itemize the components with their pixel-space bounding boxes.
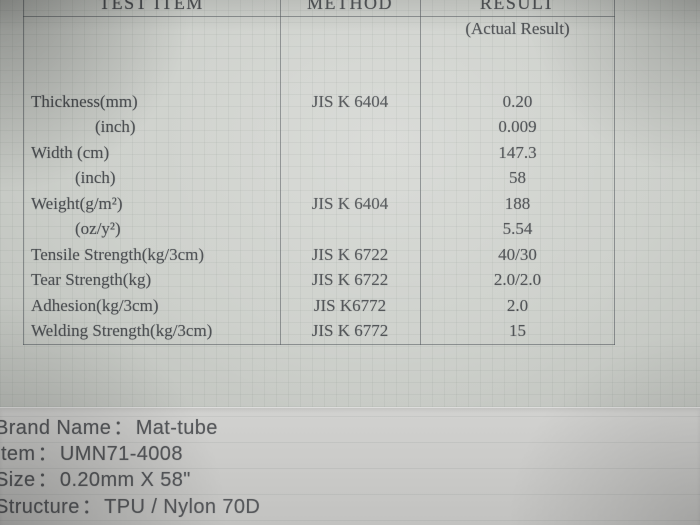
result-value: 5.54 [502, 219, 533, 239]
method-value: JIS K 6404 [311, 91, 389, 111]
header-result: RESULT [479, 0, 556, 13]
footer-value: TPU / Nylon 70D [104, 495, 261, 518]
footer-value: UMN71-4008 [59, 443, 183, 466]
footer-separator: ： [37, 443, 58, 466]
footer-line-brand-name: Brand Name： Mat-tube [0, 415, 700, 441]
result-value: 2.0 [506, 295, 529, 315]
table-row: Tear Strength(kg) JIS K 6722 2.0/2.0 [23, 268, 615, 294]
table-divider-method [280, 0, 281, 345]
table-row: Tensile Strength(kg/3cm) JIS K 6722 40/3… [23, 242, 615, 268]
table-border-bottom [23, 344, 615, 345]
test-item-label: Weight(g/m²) [31, 193, 123, 213]
footer-line-structure: Structure： TPU / Nylon 70D [0, 494, 700, 520]
footer-line-item: Item：UMN71-4008 [0, 441, 700, 467]
footer-label: Size [0, 469, 36, 492]
ruled-line [0, 416, 700, 417]
table-row: (oz/y²) 5.54 [23, 217, 615, 243]
table-divider-result [420, 0, 421, 345]
footer-label: Item [0, 443, 36, 466]
test-item-label: Tensile Strength(kg/3cm) [31, 244, 205, 264]
ruled-line [0, 520, 700, 521]
table-border-left [23, 0, 24, 345]
header-test-item: TEST ITEM [99, 0, 204, 13]
method-value: JIS K6772 [313, 295, 387, 315]
result-value: 40/30 [498, 244, 537, 264]
table-row: Adhesion(kg/3cm) JIS K6772 2.0 [23, 293, 615, 319]
footer-separator: ： [81, 495, 103, 518]
footer-value: 0.20mm X 58" [59, 469, 191, 492]
ruled-line [0, 494, 700, 495]
spec-table: TEST ITEM METHOD RESULT (Actual Result) … [23, 0, 615, 345]
test-item-label: (oz/y²) [75, 219, 121, 239]
test-item-label: Tear Strength(kg) [31, 270, 152, 290]
table-row: Thickness(mm) JIS K 6404 0.20 [23, 89, 615, 115]
graph-paper-sheet: TEST ITEM METHOD RESULT (Actual Result) … [0, 0, 700, 407]
ruled-paper-sheet [0, 407, 700, 525]
method-value: JIS K 6722 [311, 270, 389, 290]
result-value: 0.009 [498, 117, 537, 137]
result-value: 0.20 [502, 91, 533, 111]
table-rows: Thickness(mm) JIS K 6404 0.20 (inch) 0.0… [23, 89, 615, 344]
result-value: 188 [504, 193, 531, 213]
test-item-label: Thickness(mm) [31, 91, 138, 111]
footer-separator: ： [113, 417, 134, 439]
table-border-right [614, 0, 615, 345]
test-item-label: Width (cm) [31, 142, 110, 162]
footer-line-size: Size： 0.20mm X 58" [0, 467, 700, 493]
footer-value: Mat-tube [135, 417, 218, 439]
method-value: JIS K 6722 [311, 244, 389, 264]
table-header-rule [23, 16, 615, 17]
test-item-label: (inch) [95, 117, 136, 137]
result-value: 147.3 [498, 142, 537, 162]
result-value: 15 [509, 321, 526, 341]
ruled-line [0, 442, 700, 443]
table-row: Width (cm) 147.3 [23, 140, 615, 166]
table-row: Welding Strength(kg/3cm) JIS K 6772 15 [23, 319, 615, 345]
header-actual-result: (Actual Result) [465, 19, 570, 38]
product-info-block: Brand Name：Mat-tube Item：UMN71-4008 Size… [0, 415, 700, 520]
footer-separator: ： [37, 469, 58, 492]
result-value: 58 [509, 168, 526, 188]
test-item-label: (inch) [75, 168, 116, 188]
method-value: JIS K 6404 [311, 193, 389, 213]
table-row: (inch) 0.009 [23, 115, 615, 141]
header-method: METHOD [307, 0, 393, 13]
table-row: (inch) 58 [23, 166, 615, 192]
test-item-label: Welding Strength(kg/3cm) [31, 321, 213, 341]
result-value: 2.0/2.0 [493, 270, 542, 290]
ruled-line [0, 468, 700, 469]
method-value: JIS K 6772 [311, 321, 389, 341]
table-row: Weight(g/m²) JIS K 6404 188 [23, 191, 615, 217]
footer-label: Structure [0, 495, 80, 518]
footer-label: Brand Name [0, 417, 112, 439]
test-item-label: Adhesion(kg/3cm) [31, 295, 159, 315]
